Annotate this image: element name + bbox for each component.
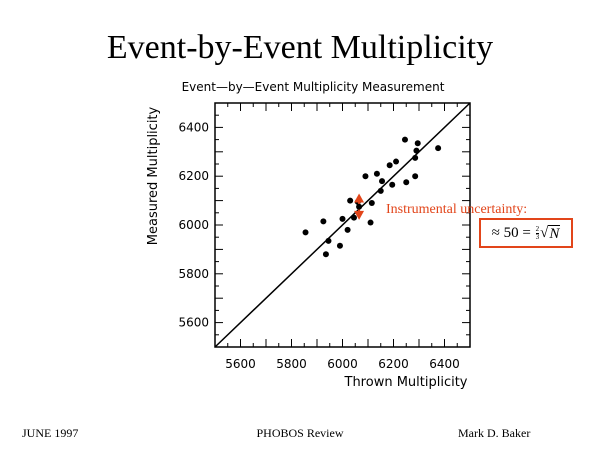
data-point xyxy=(393,158,400,165)
error-bar-arrow-down xyxy=(354,210,365,220)
formula-sqrt: √ N xyxy=(540,224,561,242)
y-tick-label: 5600 xyxy=(178,316,209,330)
y-tick-label: 6200 xyxy=(178,169,209,183)
data-point xyxy=(350,214,357,221)
chart-title: Event—by—Event Multiplicity Measurement xyxy=(182,80,445,94)
radical-sign: √ xyxy=(540,224,549,241)
footer-event: PHOBOS Review xyxy=(256,426,344,440)
formula-prefix: ≈ 50 = xyxy=(491,224,531,241)
data-point xyxy=(379,178,386,185)
data-point xyxy=(377,187,384,194)
x-tick-label: 6400 xyxy=(429,357,460,371)
data-point xyxy=(386,162,393,169)
data-point xyxy=(435,145,442,152)
radicand: N xyxy=(548,224,561,242)
y-tick-label: 6000 xyxy=(178,218,209,232)
data-point xyxy=(373,170,380,177)
reference-line xyxy=(214,102,471,348)
x-tick-label: 6000 xyxy=(327,357,358,371)
error-bar-arrow-up xyxy=(354,193,365,203)
footer-date: JUNE 1997 xyxy=(22,426,79,440)
data-point xyxy=(347,197,354,204)
plot-area: 5600 5800 6000 6200 6400 5600 5800 6000 6200 6400 xyxy=(178,102,471,371)
data-point xyxy=(389,181,396,188)
data-point xyxy=(412,173,419,180)
fraction-numerator: 2 xyxy=(535,224,540,234)
data-point xyxy=(302,229,309,236)
uncertainty-label: Instrumental uncertainty: xyxy=(386,202,528,217)
data-point xyxy=(367,219,374,226)
y-tick-label: 5800 xyxy=(178,267,209,281)
data-point xyxy=(412,154,419,161)
x-tick-label: 5600 xyxy=(225,357,256,371)
error-bar-point xyxy=(356,203,363,210)
data-point xyxy=(320,218,327,225)
footer-author: Mark D. Baker xyxy=(458,426,531,440)
data-point xyxy=(403,179,410,186)
fraction-denominator: 3 xyxy=(535,232,540,241)
y-tick-label: 6400 xyxy=(178,120,209,134)
data-point xyxy=(339,215,346,222)
data-point xyxy=(362,173,369,180)
uncertainty-formula-box: ≈ 50 = 2 3 √ N xyxy=(479,218,573,248)
data-point xyxy=(336,242,343,249)
x-tick-label: 5800 xyxy=(276,357,307,371)
data-point xyxy=(368,200,375,207)
y-axis-label: Measured Multiplicity xyxy=(146,106,161,245)
data-point xyxy=(344,226,351,233)
data-point xyxy=(414,140,421,147)
formula-fraction: 2 3 xyxy=(535,224,540,241)
data-point xyxy=(401,136,408,143)
x-tick-label: 6200 xyxy=(378,357,409,371)
data-point xyxy=(322,251,329,258)
x-axis-label: Thrown Multiplicity xyxy=(344,375,468,390)
slide-title: Event-by-Event Multiplicity xyxy=(106,29,494,66)
data-point xyxy=(325,237,332,244)
data-point xyxy=(413,147,420,154)
